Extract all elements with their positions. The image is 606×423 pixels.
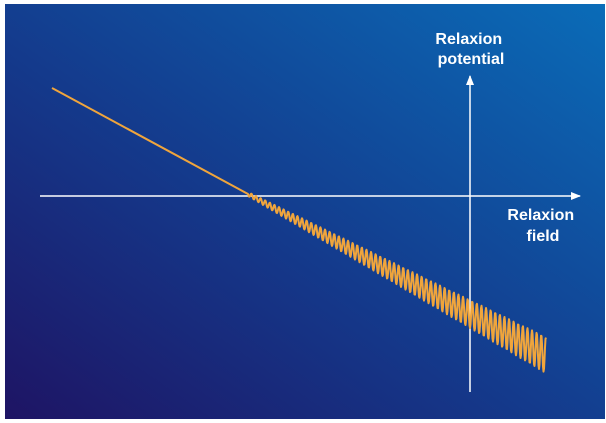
x-axis-label-line-2: field xyxy=(527,228,560,245)
y-axis-label-line-2: potential xyxy=(438,51,505,68)
y-axis-label-line-1: Relaxion xyxy=(435,31,502,48)
x-axis-label-line-1: Relaxion xyxy=(507,207,574,224)
relaxion-potential-curve xyxy=(51,87,547,373)
y-axis-label: Relaxion potential xyxy=(435,31,506,68)
x-axis-label: Relaxion field xyxy=(507,207,578,245)
diagram-background xyxy=(5,4,605,419)
